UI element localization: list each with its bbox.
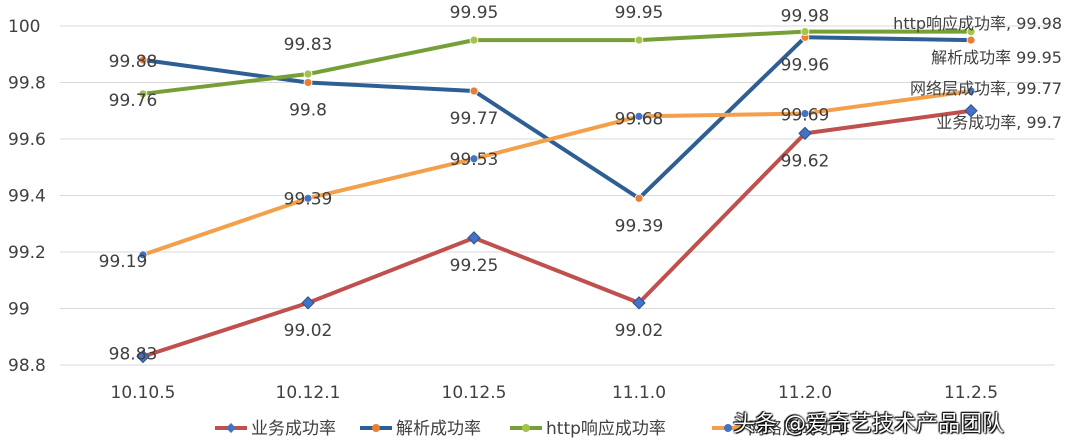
end-label: 网络层成功率, 99.77: [910, 79, 1062, 98]
y-tick-label: 98.8: [8, 356, 46, 376]
legend-marker: [372, 424, 380, 432]
data-point: [138, 250, 148, 260]
data-labels: 98.83 99.02 99.25 99.02 99.62 业务成功率, 99.7 99.8…: [99, 3, 1062, 364]
data-point: [469, 35, 479, 45]
data-point: [303, 69, 313, 79]
data-point: [138, 55, 148, 65]
y-tick-label: 99.4: [8, 187, 46, 207]
x-tick-label: 10.10.5: [111, 383, 176, 403]
data-label: 98.83: [109, 345, 158, 365]
data-point: [136, 349, 150, 364]
data-point: [303, 78, 313, 87]
data-point: [966, 35, 976, 45]
y-tick-label: 99: [8, 300, 30, 320]
end-label: http响应成功率, 99.98: [893, 14, 1062, 33]
data-label: 99.25: [450, 256, 499, 276]
data-label: 99.88: [109, 52, 158, 72]
data-point: [634, 112, 644, 121]
series-line-2: [142, 29, 971, 96]
data-point: [301, 296, 315, 310]
data-label: 99.53: [450, 150, 499, 170]
end-label: 解析成功率 99.95: [931, 48, 1062, 67]
data-label: 99.77: [450, 109, 499, 129]
grid-lines: [60, 25, 1055, 366]
legend-label: 网络层成功率: [748, 419, 850, 439]
y-tick-label: 99.8: [8, 74, 46, 94]
data-point: [138, 89, 148, 99]
data-label: 99.02: [284, 321, 333, 341]
data-label: 99.83: [284, 35, 333, 55]
x-tick-label: 10.12.5: [442, 383, 507, 403]
data-label: 99.39: [615, 216, 664, 236]
data-label: 99.95: [450, 3, 499, 23]
series-lines: [142, 29, 972, 359]
data-label: 99.19: [99, 252, 148, 272]
x-tick-label: 11.2.0: [778, 383, 832, 403]
series-markers: [136, 27, 978, 364]
series-line-1: [142, 35, 972, 201]
data-point: [800, 109, 810, 118]
x-tick-label: 10.12.1: [276, 383, 341, 403]
legend-marker: [522, 424, 530, 432]
watermark-text: 头条 @爱奇艺技术产品团队: [733, 412, 1004, 437]
data-label: 99.39: [284, 189, 333, 209]
legend-label: 业务成功率: [251, 419, 336, 439]
legend-marker: [724, 424, 732, 432]
series-line-0: [142, 108, 972, 359]
data-point: [966, 86, 976, 96]
data-point: [634, 193, 644, 203]
series-line-3: [142, 88, 972, 257]
y-axis: 98.8 99 99.2 99.4 99.6 99.8 100: [8, 17, 46, 376]
data-label: 99.95: [615, 3, 664, 23]
data-point: [800, 27, 810, 37]
data-point: [634, 35, 644, 45]
legend-marker: [226, 423, 236, 433]
data-label: 99.68: [615, 109, 664, 129]
end-label: 业务成功率, 99.7: [936, 113, 1062, 132]
x-tick-label: 11.2.5: [944, 383, 998, 403]
legend-label: 解析成功率: [396, 419, 481, 439]
data-point: [469, 154, 479, 164]
data-point: [964, 104, 978, 118]
data-point: [467, 231, 481, 245]
data-point: [798, 126, 812, 141]
y-tick-label: 99.2: [8, 243, 46, 263]
data-point: [303, 193, 313, 203]
y-tick-label: 99.6: [8, 130, 46, 150]
legend: 业务成功率 解析成功率 http响应成功率 网络层成功率: [215, 419, 850, 439]
y-tick-label: 100: [8, 17, 40, 37]
x-tick-label: 11.1.0: [612, 383, 666, 403]
data-label: 99.62: [781, 151, 830, 171]
data-point: [632, 296, 646, 310]
data-label: 99.8: [289, 101, 327, 121]
data-point: [966, 27, 976, 37]
data-label: 99.96: [781, 55, 830, 75]
data-label: 99.69: [781, 106, 830, 126]
data-label: 99.76: [109, 91, 158, 111]
data-label: 99.98: [781, 7, 830, 27]
legend-label: http响应成功率: [546, 419, 666, 439]
data-point: [469, 86, 479, 96]
x-axis: 10.10.5 10.12.1 10.12.5 11.1.0 11.2.0 11.2.5: [111, 383, 998, 403]
data-label: 99.02: [615, 321, 664, 341]
